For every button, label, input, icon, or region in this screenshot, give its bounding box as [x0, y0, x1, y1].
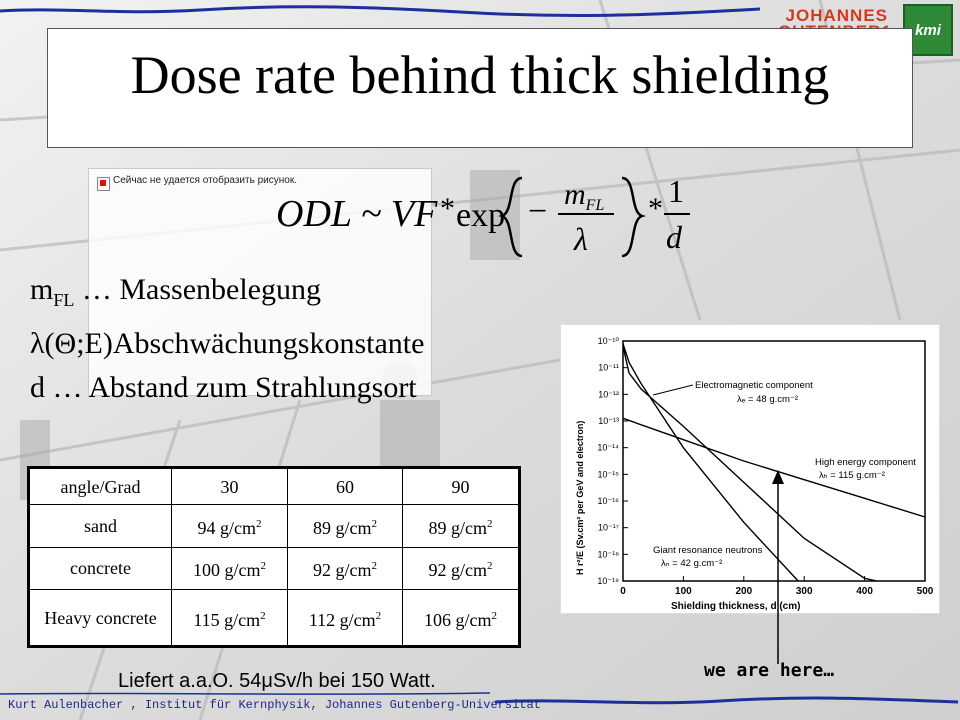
chart-y-tick-label: 10⁻¹⁴	[597, 443, 619, 453]
chart-y-tick-label: 10⁻¹³	[598, 416, 619, 426]
attenuation-table: angle/Grad 30 60 90 sand 94 g/cm2 89 g/c…	[27, 466, 521, 648]
table-cell: 89 g/cm2	[401, 504, 520, 548]
chart-annotation-em-pointer	[652, 384, 694, 396]
table-cell: 115 g/cm2	[171, 589, 288, 646]
table-cell-material: concrete	[29, 546, 172, 591]
table-header-cell: angle/Grad	[29, 467, 172, 506]
chart-x-axis-label: Shielding thickness, d (cm)	[671, 601, 800, 612]
formula-star-2: *	[648, 192, 663, 225]
chart-x-tick-label: 100	[675, 586, 692, 597]
chart-y-tick-label: 10⁻¹⁷	[598, 523, 619, 533]
table-header-cell: 60	[286, 467, 403, 506]
broken-image-icon	[97, 177, 110, 191]
footer-decorative-line	[0, 692, 959, 705]
chart-x-tick-label: 400	[856, 586, 873, 597]
chart-x-tick-label: 500	[917, 586, 934, 597]
table-cell: 100 g/cm2	[171, 546, 288, 591]
table-header-cell: 30	[171, 467, 288, 506]
formula-minus: −	[528, 193, 547, 230]
broken-image-placeholder: Сейчас не удается отобразить рисунок.	[88, 168, 432, 396]
formula-exp: exp	[456, 197, 505, 234]
we-are-here-label: we are here…	[704, 660, 835, 681]
table-row: sand 94 g/cm2 89 g/cm2 89 g/cm2	[29, 504, 520, 548]
chart-y-tick-label: 10⁻¹⁹	[597, 576, 619, 586]
arrow-up-icon	[772, 470, 784, 664]
table-row: concrete 100 g/cm2 92 g/cm2 92 g/cm2	[29, 546, 520, 591]
formula-denominator: λ	[573, 221, 588, 257]
table-row: Heavy concrete 115 g/cm2 112 g/cm2 106 g…	[29, 589, 520, 646]
table-header-cell: 90	[401, 467, 520, 506]
formula-numerator: mFL	[564, 178, 604, 214]
chart-annotation-em: Electromagnetic component	[695, 380, 813, 391]
top-decorative-line	[0, 5, 761, 18]
table-cell: 92 g/cm2	[401, 546, 520, 591]
broken-image-text: Сейчас не удается отобразить рисунок.	[113, 175, 297, 186]
definition-line: d … Abstand zum Strahlungsort	[30, 371, 417, 404]
formula-left-brace	[498, 176, 523, 258]
chart-x-tick-label: 200	[735, 586, 752, 597]
table-cell-material: Heavy concrete	[29, 589, 172, 646]
formula-lhs: ODL ~ VF	[276, 193, 438, 235]
definition-line: λ(Θ;E)Abschwächungskonstante	[30, 327, 425, 360]
shielding-chart: 0 100 200 300 400 500 10⁻¹⁰ 10⁻¹¹ 10⁻¹² 10⁻¹³ 10⁻¹…	[560, 324, 940, 614]
formula-right-brace	[621, 176, 646, 258]
chart-annotation-em-lambda: λₑ = 48 g.cm⁻²	[737, 394, 798, 405]
chart-annotation-gr-lambda: λₙ = 42 g.cm⁻²	[661, 558, 722, 569]
chart-series-line-0	[622, 343, 799, 582]
table-header-row: angle/Grad 30 60 90	[29, 467, 520, 506]
chart-annotation-gr: Giant resonance neutrons	[653, 545, 763, 556]
chart-annotation-he: High energy component	[815, 457, 916, 468]
chart-y-tick-label: 10⁻¹¹	[598, 363, 619, 373]
formula-d: d	[666, 219, 683, 255]
definition-line: mFL … Massenbelegung	[30, 273, 321, 310]
chart-y-tick-label: 10⁻¹⁶	[598, 496, 620, 506]
chart-x-tick-label: 0	[620, 586, 626, 597]
chart-series-line-2	[622, 417, 926, 518]
table-cell: 106 g/cm2	[401, 589, 520, 646]
title-box: Dose rate behind thick shielding	[47, 28, 913, 148]
chart-series-line-1	[622, 346, 877, 582]
chart-x-tick-label: 300	[796, 586, 813, 597]
chart-annotation-he-lambda: λₕ = 115 g.cm⁻²	[819, 470, 885, 481]
table-cell-material: sand	[29, 504, 172, 548]
formula-one: 1	[668, 173, 684, 209]
formula-star-1: *	[440, 192, 455, 225]
chart-y-tick-label: 10⁻¹⁵	[598, 469, 620, 479]
table-cell: 92 g/cm2	[286, 546, 403, 591]
chart-y-tick-label: 10⁻¹⁸	[597, 549, 619, 559]
table-cell: 89 g/cm2	[286, 504, 403, 548]
dose-rate-formula: ODL ~ VF * exp − mFL λ * 1 d	[270, 160, 700, 270]
kmi-logo: kmi	[903, 4, 953, 56]
table-cell: 112 g/cm2	[286, 589, 403, 646]
definitions: mFL … Massenbelegung λ(Θ;E)Abschwächungs…	[30, 268, 550, 410]
chart-y-tick-label: 10⁻¹⁰	[598, 336, 620, 346]
dose-note: Liefert a.a.O. 54μSv/h bei 150 Watt.	[118, 670, 436, 692]
footer-text: Kurt Aulenbacher , Institut für Kernphys…	[8, 698, 541, 712]
chart-plot-area	[622, 340, 926, 582]
chart-y-tick-label: 10⁻¹²	[598, 389, 619, 399]
chart-y-axis-label: H r²/E (Sv.cm² per GeV and electron)	[575, 421, 585, 575]
table-cell: 94 g/cm2	[171, 504, 288, 548]
page-title: Dose rate behind thick shielding	[130, 45, 830, 105]
